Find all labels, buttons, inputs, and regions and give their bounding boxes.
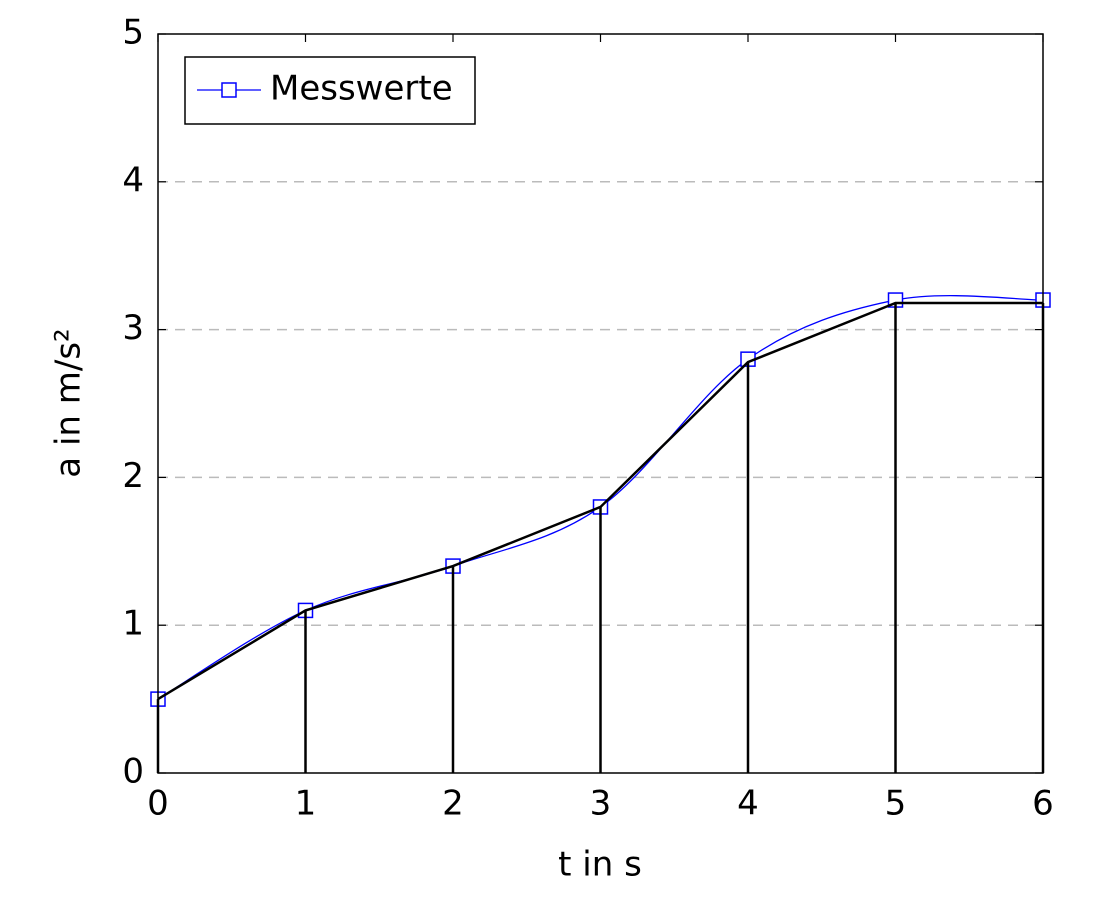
x-axis-label: t in s	[558, 845, 642, 885]
x-tick-label: 2	[442, 784, 464, 824]
legend-marker	[221, 82, 237, 98]
x-tick-label: 4	[737, 784, 759, 824]
x-tick-label: 1	[295, 784, 317, 824]
y-tick-label: 1	[122, 604, 144, 644]
series-line	[157, 301, 1043, 701]
x-tick-label: 3	[590, 784, 612, 824]
x-tick-label: 0	[147, 784, 169, 824]
y-axis-label: a in m/s²	[49, 328, 89, 477]
legend-label: Messwerte	[270, 69, 453, 109]
x-tick-label: 6	[1032, 784, 1054, 824]
y-tick-label: 2	[122, 456, 144, 496]
y-tick-label: 3	[122, 308, 144, 348]
y-tick-label: 0	[122, 752, 144, 792]
plot-frame	[157, 33, 1044, 774]
y-tick-label: 5	[122, 13, 144, 53]
x-tick-label: 5	[885, 784, 907, 824]
y-tick-label: 4	[122, 160, 144, 200]
